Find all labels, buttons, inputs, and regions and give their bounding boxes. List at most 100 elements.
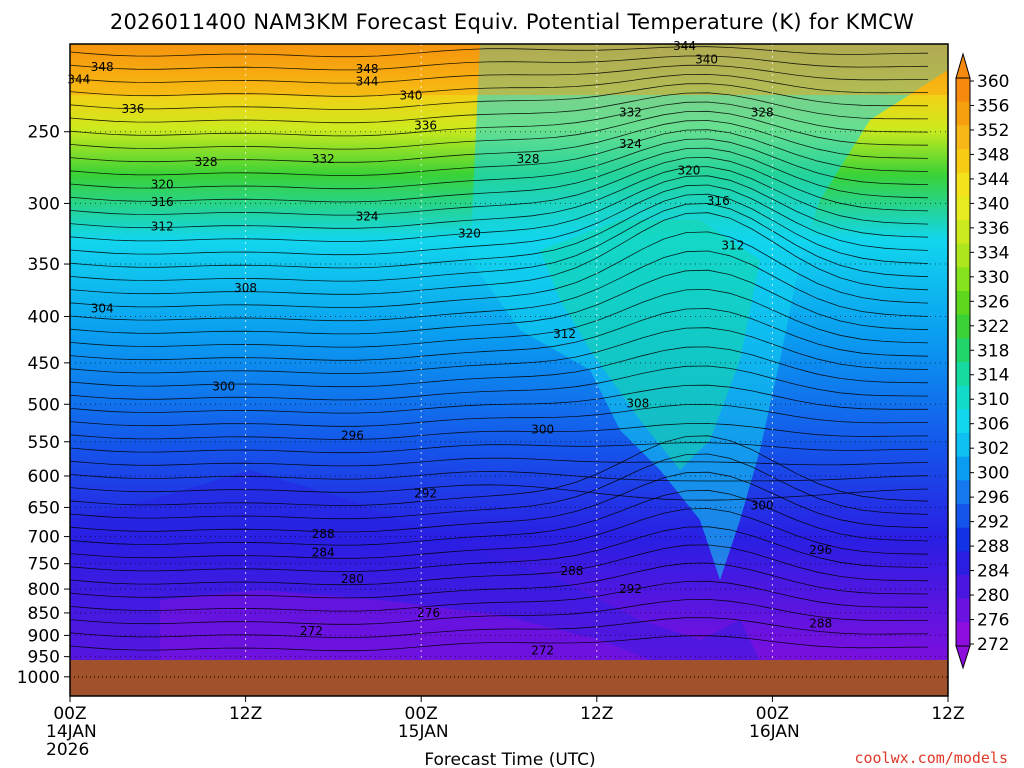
contour-line bbox=[70, 231, 929, 308]
contour-line bbox=[70, 55, 929, 71]
colorbar-label: 356 bbox=[977, 96, 1009, 116]
contour-label: 312 bbox=[553, 327, 576, 341]
contour-label: 320 bbox=[678, 164, 701, 178]
colorbar-segment bbox=[956, 125, 970, 150]
colorbar-segment bbox=[956, 622, 970, 647]
colorbar-label: 336 bbox=[977, 219, 1009, 239]
contour-label: 332 bbox=[312, 152, 335, 166]
y-tick-label: 300 bbox=[28, 194, 60, 214]
contour-label: 340 bbox=[695, 52, 718, 66]
x-tick-label: 00Z bbox=[53, 704, 86, 724]
contour-line bbox=[70, 120, 929, 163]
contour-line bbox=[70, 269, 929, 335]
contour-line bbox=[70, 384, 928, 414]
contour-line bbox=[70, 193, 929, 269]
x-tick-label: 00Z bbox=[756, 704, 789, 724]
contour-line bbox=[70, 403, 928, 427]
contour-label: 300 bbox=[531, 422, 554, 436]
contour-label: 304 bbox=[91, 302, 114, 316]
contour-line bbox=[70, 544, 929, 586]
contour-line bbox=[70, 83, 929, 110]
grid-lines bbox=[70, 44, 948, 660]
contour-label: 284 bbox=[312, 546, 335, 560]
colorbar-segment bbox=[956, 598, 970, 623]
contour-line bbox=[70, 471, 929, 533]
colorbar-label: 322 bbox=[977, 317, 1009, 337]
y-tick-label: 800 bbox=[28, 580, 60, 600]
contour-line bbox=[70, 110, 929, 150]
y-tick-label: 400 bbox=[28, 308, 60, 328]
colorbar-label: 340 bbox=[977, 194, 1009, 214]
contour-line bbox=[70, 156, 929, 216]
x-tick-label: 15JAN bbox=[398, 722, 449, 742]
contour-line bbox=[70, 580, 929, 612]
colorbar-label: 344 bbox=[977, 170, 1009, 190]
contour-label: 272 bbox=[531, 643, 554, 657]
y-tick-label: 950 bbox=[28, 648, 60, 668]
colorbar-segment bbox=[956, 362, 970, 387]
contour-line bbox=[70, 212, 929, 295]
contour-line bbox=[70, 327, 929, 374]
contour-line bbox=[70, 129, 929, 176]
colorbar-segment bbox=[956, 551, 970, 576]
y-tick-label: 250 bbox=[28, 123, 60, 143]
x-axis-label: Forecast Time (UTC) bbox=[424, 750, 595, 768]
green-pocket bbox=[540, 220, 760, 470]
contour-label: 348 bbox=[356, 62, 379, 76]
colorbar-segment bbox=[956, 314, 970, 339]
contour-label: 308 bbox=[234, 281, 257, 295]
terrain-below-ground bbox=[70, 660, 948, 696]
y-tick-label: 600 bbox=[28, 467, 60, 487]
contour-line bbox=[70, 526, 929, 572]
colorbar-segment bbox=[956, 338, 970, 363]
y-tick-label: 550 bbox=[28, 433, 60, 453]
contour-label: 300 bbox=[212, 380, 235, 394]
colorbar-label: 300 bbox=[977, 464, 1009, 484]
contour-label: 316 bbox=[151, 195, 174, 209]
colorbar-label: 310 bbox=[977, 390, 1009, 410]
colorbar-label: 314 bbox=[977, 366, 1009, 386]
colorbar-label: 318 bbox=[977, 341, 1009, 361]
colorbar-label: 352 bbox=[977, 121, 1009, 141]
contour-line bbox=[70, 453, 929, 520]
y-tick-label: 750 bbox=[28, 555, 60, 575]
plot-frame bbox=[69, 43, 949, 697]
y-tick-label: 350 bbox=[28, 255, 60, 275]
contour-line bbox=[70, 138, 929, 190]
x-tick-label: 12Z bbox=[931, 704, 964, 724]
contour-line bbox=[70, 484, 929, 501]
plot-area: 3483443363283203163123083043002962922882… bbox=[67, 39, 949, 697]
contour-label: 316 bbox=[707, 194, 730, 208]
contour-line bbox=[70, 288, 929, 348]
colorbar-label: 326 bbox=[977, 292, 1009, 312]
contour-line bbox=[70, 598, 929, 625]
colorbar-label: 306 bbox=[977, 415, 1009, 435]
colorbar-segment bbox=[956, 480, 970, 505]
colorbar-label: 296 bbox=[977, 488, 1009, 508]
contour-line bbox=[70, 46, 929, 58]
colorbar-segment bbox=[956, 196, 970, 221]
contour-label: 336 bbox=[121, 102, 144, 116]
y-tick-label: 1000 bbox=[17, 668, 60, 688]
chart-title: 2026011400 NAM3KM Forecast Equiv. Potent… bbox=[110, 10, 914, 34]
contour-label: 292 bbox=[619, 582, 642, 596]
y-tick-label: 650 bbox=[28, 498, 60, 518]
contour-label: 296 bbox=[341, 428, 364, 442]
contour-label: 312 bbox=[721, 239, 744, 253]
colorbar-segment bbox=[956, 291, 970, 316]
contour-label: 292 bbox=[414, 486, 437, 500]
y-tick-label: 700 bbox=[28, 528, 60, 548]
contour-line bbox=[70, 175, 929, 242]
colorbar-segment bbox=[956, 243, 970, 268]
contour-label: 276 bbox=[417, 606, 440, 620]
contour-line bbox=[70, 346, 929, 388]
contour-line bbox=[70, 101, 929, 137]
contour-labels: 3483443363283203163123083043002962922882… bbox=[67, 39, 832, 657]
colorbar-label: 276 bbox=[977, 611, 1009, 631]
contour-lines bbox=[70, 46, 929, 652]
contour-label: 328 bbox=[751, 105, 774, 119]
contour-line bbox=[70, 250, 929, 322]
colorbar-segment bbox=[956, 267, 970, 292]
contour-line bbox=[70, 203, 929, 282]
